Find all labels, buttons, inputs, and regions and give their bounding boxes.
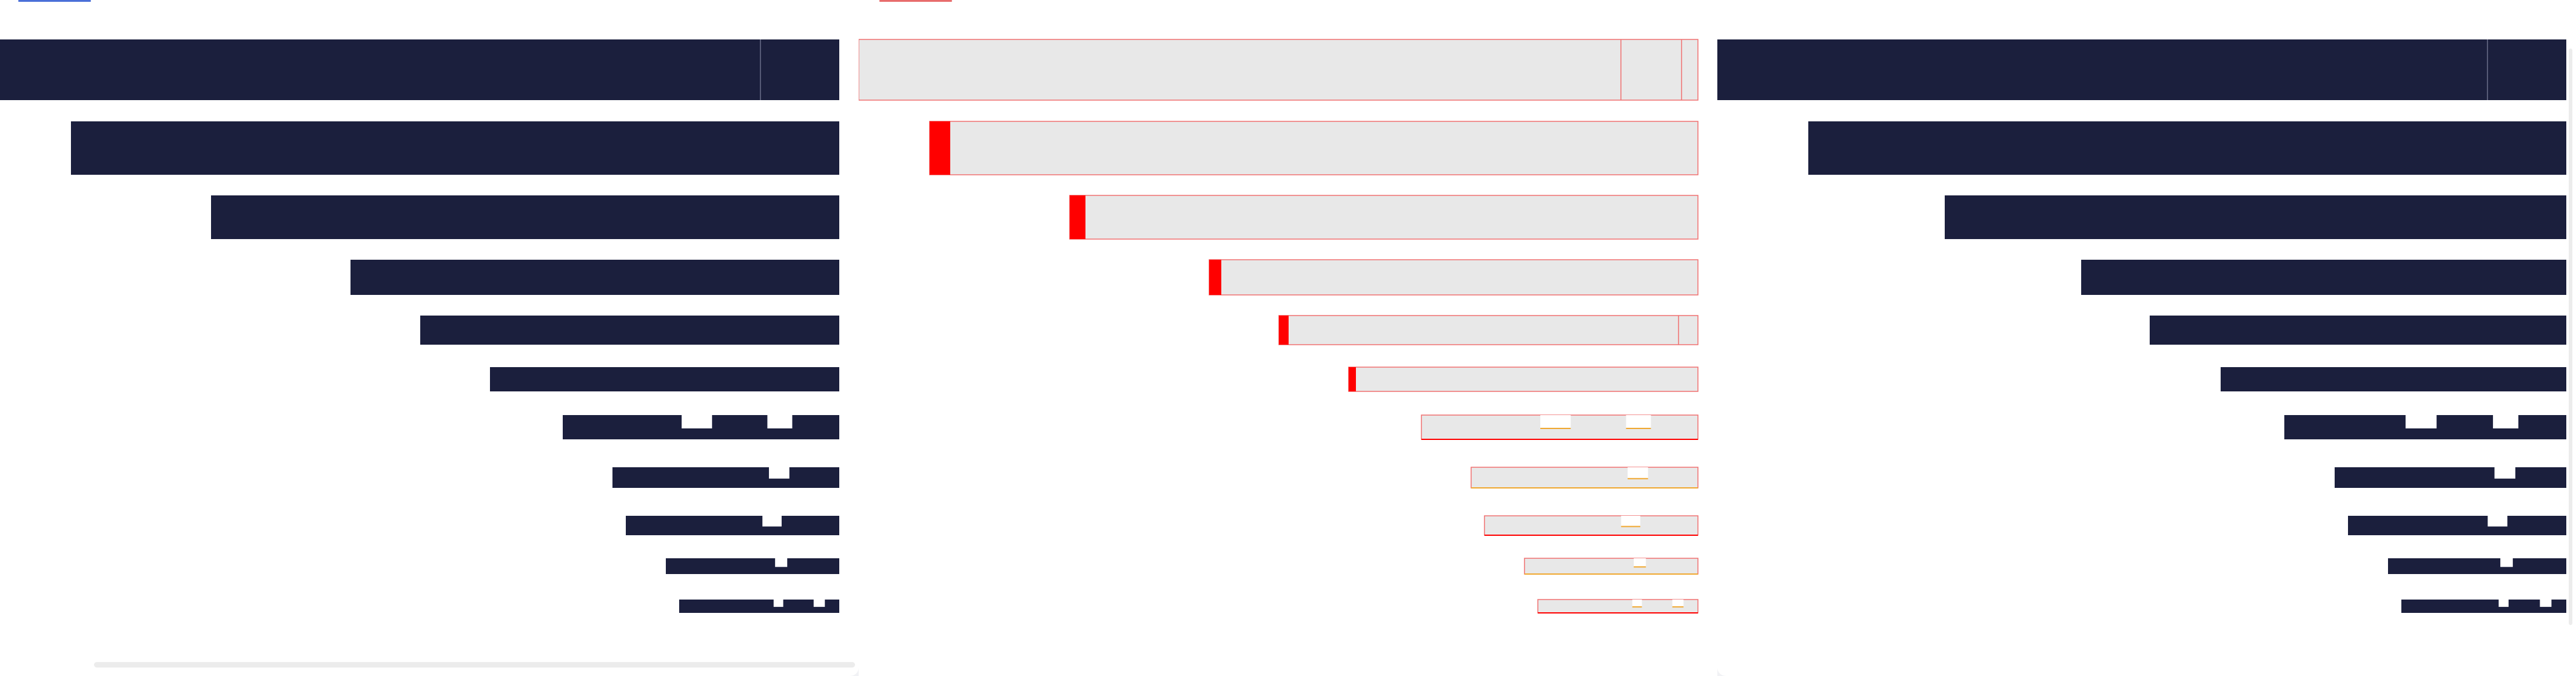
bar-row-1[interactable] [1717,39,2566,100]
bar-notch [2540,600,2552,607]
bar-row-10[interactable] [2388,558,2566,574]
bar-row-9[interactable] [2348,516,2566,535]
bar-row-2[interactable] [71,121,839,175]
bar-marker [1349,367,1356,391]
bar-notch [775,558,788,567]
bar-marker [930,121,950,175]
bar-row-3[interactable] [1945,195,2566,239]
bar-marker [1209,260,1221,295]
bar-row-4[interactable] [351,260,839,295]
bar-notch [2405,415,2437,428]
bar-notch [2494,467,2515,479]
tab-indicator-middle[interactable] [879,0,952,2]
bars-right [1717,39,2566,613]
bar-row-8[interactable] [2335,467,2566,488]
bar-notch [682,415,713,428]
bar-notch [813,600,825,607]
horizontal-scrollbar[interactable] [94,662,855,668]
bar-notch [1626,415,1651,428]
bar-row-5[interactable] [2150,316,2566,345]
bar-row-9[interactable] [626,516,839,535]
bar-row-10[interactable] [1524,558,1699,575]
panel-middle [859,0,1717,676]
bar-notch [2500,558,2513,567]
bar-notch [1540,415,1571,428]
bar-marker [1070,195,1085,239]
bar-notch [2487,516,2507,527]
bar-row-5[interactable] [420,316,839,345]
panel-left [0,0,859,676]
bar-notch [769,467,790,479]
bar-notch [2493,415,2518,428]
bar-notch [1628,467,1648,479]
bar-notch [767,415,793,428]
bar-notch [762,516,782,527]
bar-row-1[interactable] [0,39,839,100]
bar-row-11[interactable] [679,600,839,613]
bar-row-9[interactable] [1484,515,1699,536]
bar-notch [2498,600,2509,607]
bar-row-2[interactable] [929,121,1699,175]
bar-notch [1672,600,1684,607]
bar-row-4[interactable] [1209,259,1699,296]
vertical-scrollbar[interactable] [2569,49,2572,625]
panel-right [1717,0,2576,676]
bar-row-4[interactable] [2081,260,2566,295]
bar-row-8[interactable] [612,467,839,488]
bar-notch [1621,516,1640,527]
bar-row-6[interactable] [1348,367,1699,392]
bar-row-10[interactable] [666,558,839,574]
bar-row-8[interactable] [1471,467,1699,488]
bar-marker [1279,316,1289,345]
bar-row-3[interactable] [1069,195,1699,240]
bar-row-2[interactable] [1808,121,2566,175]
tab-indicator-left[interactable] [18,0,91,2]
bar-row-11[interactable] [2401,600,2566,613]
bar-row-5[interactable] [1278,315,1699,345]
bar-notch [773,600,783,607]
bar-row-6[interactable] [2221,367,2566,391]
bars-left [0,39,839,613]
bar-row-1[interactable] [859,39,1699,101]
bar-notch [1634,558,1646,567]
bar-row-6[interactable] [490,367,839,391]
bar-row-3[interactable] [211,195,839,239]
bars-middle [859,39,1699,613]
bar-notch [1632,600,1642,607]
